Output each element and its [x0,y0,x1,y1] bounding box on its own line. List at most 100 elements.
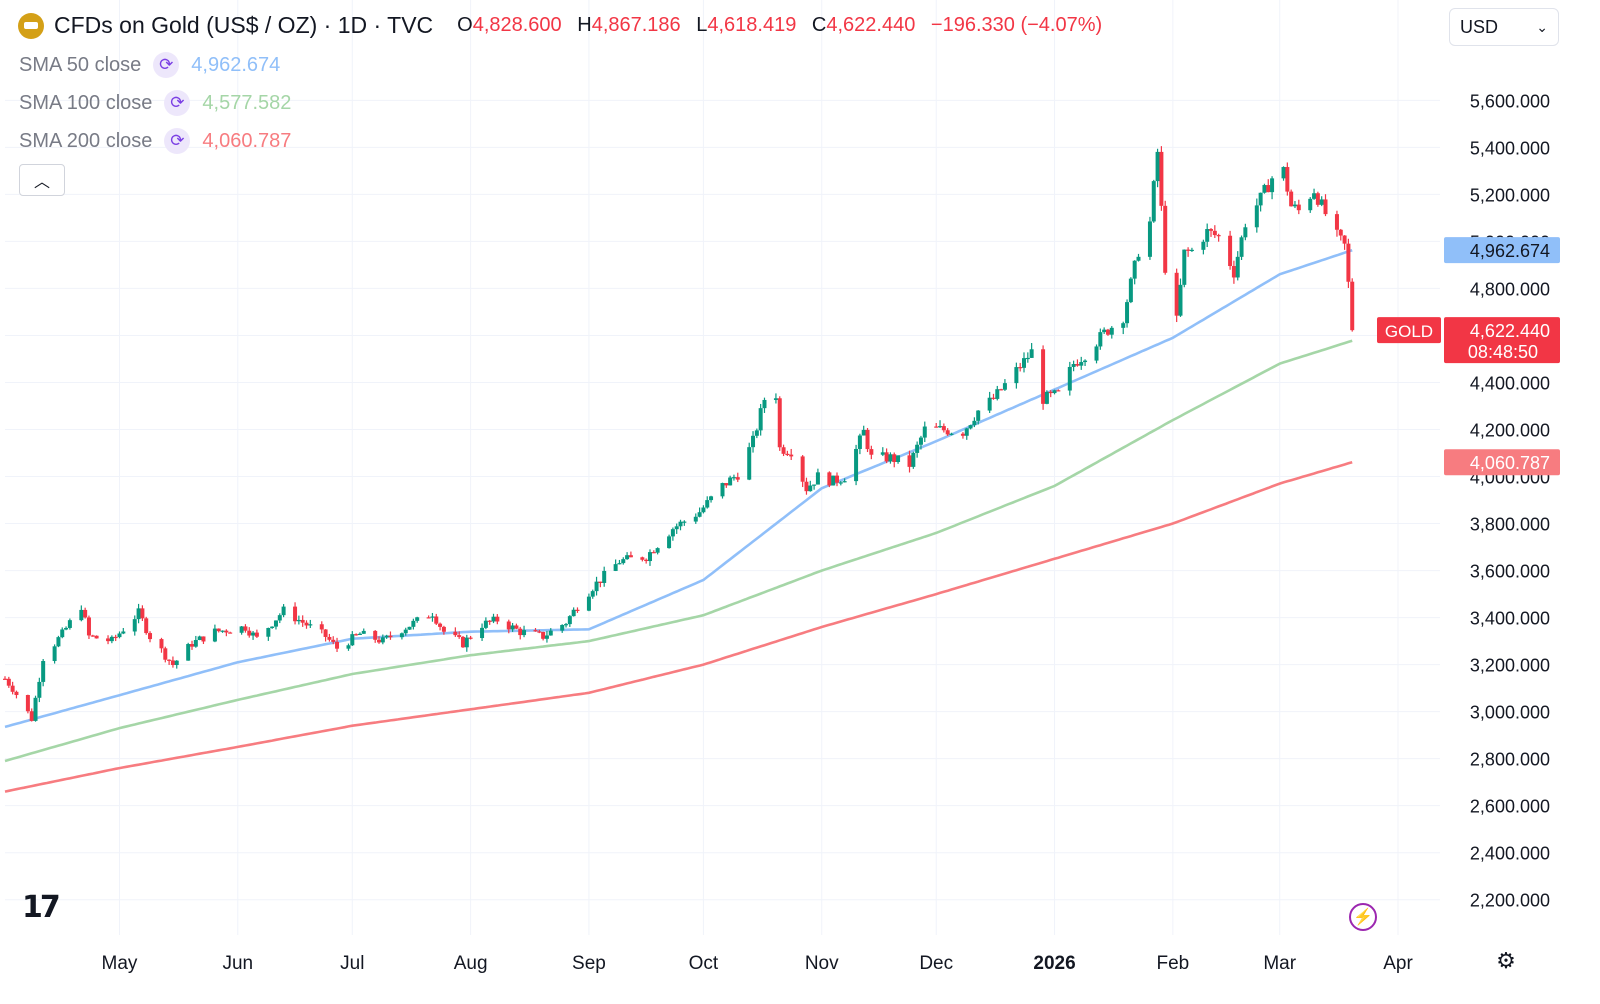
candle [121,627,126,635]
tradingview-logo[interactable]: 17 [22,890,61,925]
candle-body [254,632,259,637]
candle-body [480,627,485,639]
candle-body [762,399,767,409]
candle-body [548,630,553,636]
candle [1258,192,1263,212]
candle-body [1312,193,1317,199]
candle-body [251,632,256,636]
sma50-price-tag-text: 4,962.674 [1470,241,1550,261]
candle [613,559,618,572]
candle-body [86,617,91,636]
candle-body [1121,323,1126,328]
candle-body [907,455,912,467]
candle-body [560,624,565,631]
candle-body [1136,256,1141,261]
candle-body [1315,193,1320,205]
chevron-up-icon: ︿ [33,174,50,191]
sma200-label: SMA 200 close [19,129,153,152]
candle [331,636,336,645]
candle-body [831,475,836,486]
candle [434,613,439,626]
candle [1048,390,1053,398]
candle [1350,278,1355,332]
lightning-icon[interactable]: ⚡ [1349,903,1377,931]
candle-body [438,623,443,627]
refresh-icon[interactable]: ⟳ [153,52,180,78]
candle [1315,191,1320,207]
candle-body [377,639,382,643]
candle [1056,389,1061,392]
candle-body [1163,205,1168,273]
sma100-legend[interactable]: SMA 100 close ⟳ 4,577.582 [19,90,291,116]
candle-body [1025,357,1030,360]
candle-body [1338,229,1343,236]
candle-body [464,637,469,648]
symbol-title[interactable]: CFDs on Gold (US$ / OZ) · 1D · TVC [54,12,434,38]
candle-body [1002,383,1007,390]
candle-body [640,557,645,560]
candle [354,633,359,636]
candle-body [754,430,759,436]
candle [487,620,492,625]
ohlc-readout: O4,828.600 H4,867.186 L4,618.419 C4,622.… [447,14,1102,37]
candle-body [64,627,69,630]
candle-body [960,433,965,436]
candle [884,448,889,464]
candle [1018,362,1023,372]
sma200-price-tag: 4,060.787 [1444,449,1560,476]
candle [976,410,981,425]
candle-body [1205,229,1210,242]
candle-body [52,646,57,662]
candle-body [388,635,393,638]
candle-body [144,618,149,634]
sma50-line [4,248,1353,729]
candle [564,622,569,628]
candle-body [159,639,164,649]
last-price-tag-bg [1444,317,1560,364]
candle-body [350,634,355,646]
candle [109,635,114,644]
candle-body [575,609,580,611]
candle-body [163,648,168,660]
candle-body [834,475,839,483]
refresh-icon[interactable]: ⟳ [164,128,191,154]
collapse-legend-button[interactable]: ︿ [19,164,65,196]
candle [701,505,706,514]
candle [495,614,500,625]
sma200-legend[interactable]: SMA 200 close ⟳ 4,060.787 [19,128,291,154]
y-tick-label: 2,400.000 [1470,844,1550,864]
candle-body [838,482,843,484]
candle-body [109,636,114,642]
candle [407,626,412,630]
candle [167,659,172,665]
candle-body [1083,360,1088,363]
candle [602,566,607,587]
sma50-legend[interactable]: SMA 50 close ⟳ 4,962.674 [19,52,280,78]
candle-body [453,631,458,636]
candle [762,397,767,413]
candle-body [751,435,756,448]
sma50-price-tag-bg [1444,237,1560,264]
candle [350,631,355,646]
chevron-down-icon: ⌄ [1536,18,1548,35]
refresh-icon[interactable]: ⟳ [164,90,191,116]
candle [972,417,977,428]
candle-body [1319,199,1324,205]
candle-body [1075,364,1080,366]
currency-select[interactable]: USD ⌄ [1449,8,1559,46]
candle [1266,179,1271,193]
candle-body [1235,256,1240,278]
candle [1201,239,1206,255]
gear-icon[interactable]: ⚙ [1496,948,1516,973]
candle [1270,176,1275,200]
candle [212,624,217,643]
candle-body [190,644,195,647]
candle-body [273,620,278,627]
candle-body [705,500,710,508]
candle-body [945,430,950,435]
low-label: L [696,14,708,36]
candle-body [319,624,324,630]
sma100-value: 4,577.582 [202,91,292,114]
candle [1209,228,1214,237]
